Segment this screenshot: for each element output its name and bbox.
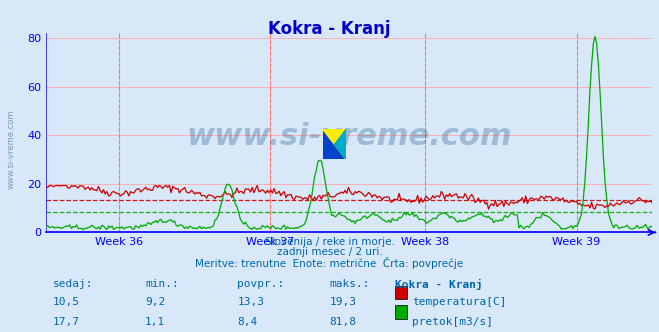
Text: 1,1: 1,1 xyxy=(145,317,165,327)
Text: 19,3: 19,3 xyxy=(330,297,357,307)
Text: www.si-vreme.com: www.si-vreme.com xyxy=(186,122,512,151)
Text: 10,5: 10,5 xyxy=(53,297,80,307)
Text: 8,4: 8,4 xyxy=(237,317,258,327)
Text: zadnji mesec / 2 uri.: zadnji mesec / 2 uri. xyxy=(277,247,382,257)
Text: Slovenija / reke in morje.: Slovenija / reke in morje. xyxy=(264,237,395,247)
Text: 9,2: 9,2 xyxy=(145,297,165,307)
Polygon shape xyxy=(323,129,346,159)
Text: 13,3: 13,3 xyxy=(237,297,264,307)
Text: sedaj:: sedaj: xyxy=(53,279,93,289)
Text: min.:: min.: xyxy=(145,279,179,289)
Text: Meritve: trenutne  Enote: metrične  Črta: povprečje: Meritve: trenutne Enote: metrične Črta: … xyxy=(195,257,464,269)
Text: Kokra - Kranj: Kokra - Kranj xyxy=(395,279,483,290)
Polygon shape xyxy=(335,129,346,159)
Text: Kokra - Kranj: Kokra - Kranj xyxy=(268,20,391,38)
Text: 17,7: 17,7 xyxy=(53,317,80,327)
Polygon shape xyxy=(323,129,346,159)
Text: www.si-vreme.com: www.si-vreme.com xyxy=(7,110,16,189)
Text: pretok[m3/s]: pretok[m3/s] xyxy=(412,317,493,327)
Text: maks.:: maks.: xyxy=(330,279,370,289)
Text: 81,8: 81,8 xyxy=(330,317,357,327)
Text: povpr.:: povpr.: xyxy=(237,279,285,289)
Text: temperatura[C]: temperatura[C] xyxy=(412,297,506,307)
